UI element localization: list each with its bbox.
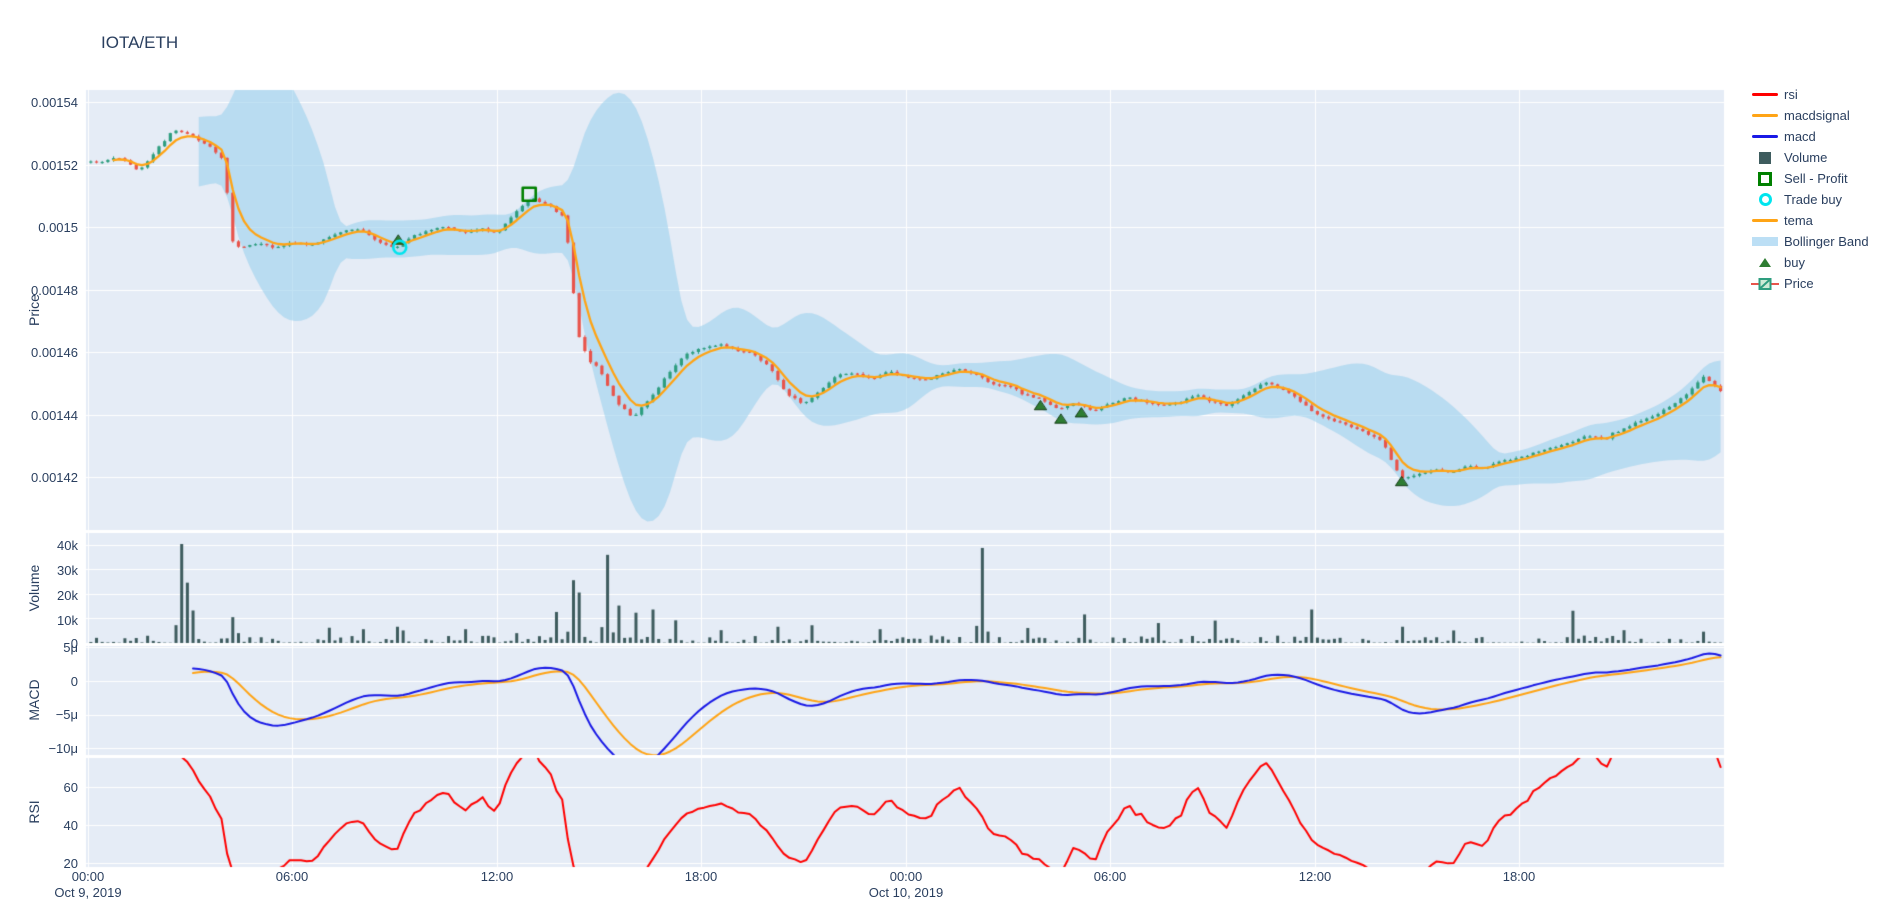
x-tick: 18:00 xyxy=(1502,869,1536,884)
rsi-panel[interactable] xyxy=(86,758,1724,867)
legend-item-macd[interactable]: macd xyxy=(1749,126,1869,147)
volume-square-swatch-icon xyxy=(1749,151,1781,164)
volume-ytick: 20k xyxy=(57,588,78,603)
x-tick: 12:00 xyxy=(1298,869,1332,884)
volume-axis-title: Volume xyxy=(26,564,42,612)
x-date-label: Oct 9, 2019 xyxy=(54,885,122,900)
price-axis-title: Price xyxy=(26,294,42,326)
legend: rsi macdsignal macd Volume Sell - Profit… xyxy=(1749,84,1869,294)
rsi-axis-title: RSI xyxy=(26,800,42,824)
legend-item-volume[interactable]: Volume xyxy=(1749,147,1869,168)
price-ytick: 0.00142 xyxy=(31,470,78,485)
x-tick: 00:00 xyxy=(71,869,105,884)
price-ytick: 0.0015 xyxy=(38,220,78,235)
x-tick: 18:00 xyxy=(684,869,718,884)
volume-ytick: 30k xyxy=(57,563,78,578)
x-date-label: Oct 10, 2019 xyxy=(868,885,944,900)
price-ytick: 0.00148 xyxy=(31,283,78,298)
legend-item-macdsignal[interactable]: macdsignal xyxy=(1749,105,1869,126)
volume-ytick: 40k xyxy=(57,538,78,553)
price-ytick: 0.00152 xyxy=(31,158,78,173)
x-tick: 00:00 xyxy=(889,869,923,884)
legend-item-rsi[interactable]: rsi xyxy=(1749,84,1869,105)
x-tick: 12:00 xyxy=(480,869,514,884)
trade-buy-circle-icon xyxy=(1749,193,1781,206)
macd-panel[interactable] xyxy=(86,646,1724,755)
price-ytick: 0.00144 xyxy=(31,408,78,423)
macd-line-swatch-icon xyxy=(1749,135,1781,138)
price-ytick: 0.00146 xyxy=(31,345,78,360)
volume-ytick: 0 xyxy=(70,636,78,651)
x-tick: 06:00 xyxy=(275,869,309,884)
macd-ytick: −10μ xyxy=(48,741,78,756)
macdsignal-line-swatch-icon xyxy=(1749,114,1781,117)
macd-ytick: 5μ xyxy=(63,640,78,655)
buy-triangle-icon xyxy=(1749,258,1781,267)
legend-item-sell-profit[interactable]: Sell - Profit xyxy=(1749,168,1869,189)
legend-item-price[interactable]: Price xyxy=(1749,273,1869,294)
bollinger-band-swatch-icon xyxy=(1749,237,1781,246)
legend-item-tema[interactable]: tema xyxy=(1749,210,1869,231)
macd-ytick: 0 xyxy=(70,674,78,689)
tema-line-swatch-icon xyxy=(1749,219,1781,222)
price-candle-glyph-icon xyxy=(1749,277,1781,291)
page-title: IOTA/ETH xyxy=(101,33,179,52)
rsi-ytick: 60 xyxy=(63,780,78,795)
rsi-ytick: 20 xyxy=(63,856,78,871)
price-panel[interactable] xyxy=(86,90,1724,530)
legend-item-bollinger[interactable]: Bollinger Band xyxy=(1749,231,1869,252)
legend-item-trade-buy[interactable]: Trade buy xyxy=(1749,189,1869,210)
legend-item-buy[interactable]: buy xyxy=(1749,252,1869,273)
macd-ytick: −5μ xyxy=(55,707,78,722)
macd-axis-title: MACD xyxy=(26,679,42,721)
volume-ytick: 10k xyxy=(57,613,78,628)
volume-panel[interactable] xyxy=(86,533,1724,643)
x-tick: 06:00 xyxy=(1093,869,1127,884)
sell-profit-square-icon xyxy=(1749,171,1781,186)
rsi-ytick: 40 xyxy=(63,818,78,833)
price-ytick: 0.00154 xyxy=(31,95,78,110)
rsi-line-swatch-icon xyxy=(1749,93,1781,96)
